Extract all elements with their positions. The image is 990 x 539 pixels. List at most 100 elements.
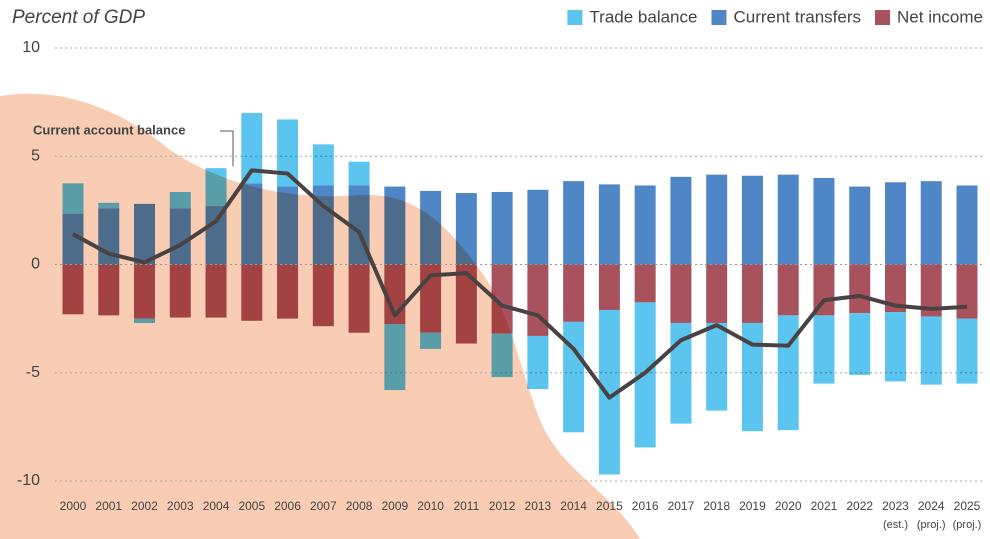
- bar: [241, 265, 262, 321]
- bar: [349, 265, 370, 333]
- bar: [206, 168, 227, 206]
- x-tick-note: (est.): [883, 519, 908, 531]
- x-tick-label: 2020: [775, 499, 802, 513]
- bar: [492, 192, 513, 265]
- y-tick-label: 10: [22, 39, 40, 56]
- x-tick-label: 2000: [60, 499, 87, 513]
- bar: [456, 193, 477, 264]
- bar: [313, 144, 334, 185]
- x-tick-label: 2013: [525, 499, 552, 513]
- bar: [63, 265, 84, 315]
- x-tick-label: 2010: [417, 499, 444, 513]
- bar: [134, 265, 155, 319]
- bar: [170, 208, 191, 264]
- x-tick-label: 2006: [274, 499, 301, 513]
- x-tick-label: 2005: [238, 499, 265, 513]
- bar: [813, 315, 834, 383]
- bar: [813, 178, 834, 265]
- bar: [206, 265, 227, 318]
- x-tick-label: 2021: [811, 499, 838, 513]
- bar: [670, 177, 691, 265]
- bar: [277, 187, 298, 265]
- bar: [492, 334, 513, 377]
- y-tick-label: -10: [17, 472, 40, 489]
- x-tick-label: 2015: [596, 499, 623, 513]
- bar: [170, 192, 191, 208]
- bar: [742, 265, 763, 323]
- x-tick-label: 2009: [381, 499, 408, 513]
- bar: [778, 175, 799, 265]
- legend-swatch: [875, 10, 890, 25]
- bar: [778, 315, 799, 430]
- bar: [706, 323, 727, 411]
- bar: [527, 265, 548, 336]
- x-tick-label: 2007: [310, 499, 337, 513]
- bar: [635, 265, 656, 303]
- x-tick-label: 2023: [882, 499, 909, 513]
- x-tick-label: 2024: [918, 499, 945, 513]
- x-tick-label: 2004: [203, 499, 230, 513]
- annotation: Current account balance: [33, 122, 185, 137]
- bar: [313, 265, 334, 327]
- x-tick-label: 2025: [954, 499, 981, 513]
- legend-swatch: [567, 10, 582, 25]
- bar: [241, 183, 262, 264]
- x-tick-note: (proj.): [917, 519, 946, 531]
- bar: [98, 203, 119, 208]
- bar: [742, 176, 763, 265]
- y-tick-label: 0: [31, 256, 40, 273]
- x-tick-note: (proj.): [953, 519, 982, 531]
- chart: Percent of GDP -10 -5 0 5 10 2000 2001 2002 2003…: [0, 0, 990, 539]
- bar: [349, 162, 370, 186]
- bar: [706, 265, 727, 323]
- legend-label: Current transfers: [733, 7, 861, 26]
- y-tick-label: 5: [31, 147, 40, 164]
- bar: [885, 182, 906, 264]
- bar: [206, 206, 227, 264]
- bar: [98, 265, 119, 316]
- bar: [849, 265, 870, 314]
- bar: [134, 319, 155, 323]
- bar: [957, 185, 978, 264]
- bar: [420, 333, 441, 349]
- bar: [670, 265, 691, 323]
- bar: [170, 265, 191, 318]
- legend-label: Net income: [897, 7, 983, 26]
- bar: [921, 316, 942, 384]
- bar: [957, 319, 978, 384]
- x-tick-label: 2011: [453, 499, 479, 513]
- x-tick-label: 2014: [560, 499, 587, 513]
- bar: [599, 265, 620, 310]
- bar: [849, 313, 870, 375]
- legend-label: Trade balance: [589, 7, 697, 26]
- bar: [563, 322, 584, 432]
- bar: [885, 312, 906, 381]
- annotation-leader: [220, 131, 233, 166]
- x-tick-label: 2016: [632, 499, 659, 513]
- bar: [849, 187, 870, 265]
- bar: [527, 190, 548, 265]
- bar: [599, 184, 620, 264]
- bar: [921, 181, 942, 264]
- bar: [563, 181, 584, 264]
- bar: [384, 187, 405, 265]
- x-tick-label: 2003: [167, 499, 194, 513]
- bar: [527, 336, 548, 389]
- bar: [456, 265, 477, 344]
- y-tick-label: -5: [26, 364, 40, 381]
- x-tick-label: 2002: [131, 499, 158, 513]
- bar: [706, 175, 727, 265]
- bar: [384, 324, 405, 390]
- x-tick-label: 2019: [739, 499, 766, 513]
- x-tick-label: 2012: [489, 499, 516, 513]
- bar: [134, 204, 155, 265]
- x-tick-label: 2018: [703, 499, 730, 513]
- bar: [277, 119, 298, 186]
- legend-swatch: [711, 10, 726, 25]
- bar: [277, 265, 298, 319]
- chart-title: Percent of GDP: [12, 7, 145, 28]
- x-tick-label: 2001: [95, 499, 122, 513]
- x-tick-label: 2008: [346, 499, 373, 513]
- x-tick-label: 2017: [668, 499, 695, 513]
- bar: [63, 183, 84, 213]
